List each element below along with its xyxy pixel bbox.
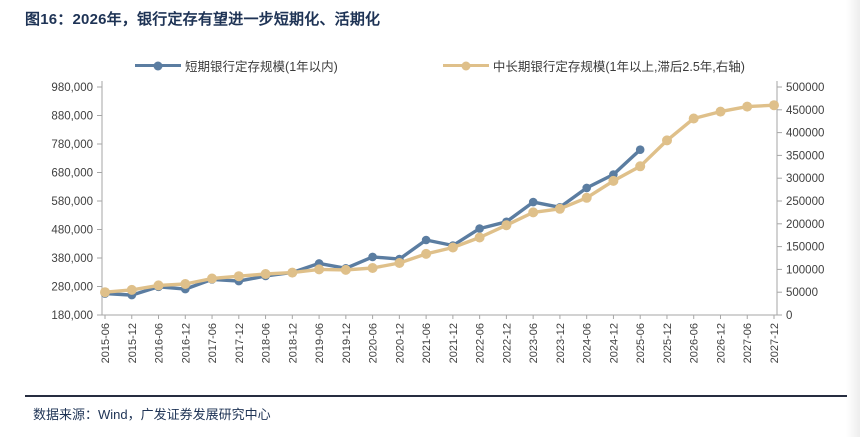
svg-text:2024-12: 2024-12 [608, 323, 620, 363]
svg-text:2019-06: 2019-06 [314, 323, 326, 363]
svg-text:2015-12: 2015-12 [127, 323, 139, 363]
svg-text:380,000: 380,000 [51, 253, 93, 265]
svg-text:480,000: 480,000 [51, 225, 93, 237]
svg-text:2016-06: 2016-06 [154, 323, 166, 363]
svg-text:780,000: 780,000 [51, 139, 93, 151]
svg-text:2023-12: 2023-12 [555, 323, 567, 363]
data-source-note: 数据来源：Wind，广发证券发展研究中心 [33, 407, 271, 422]
svg-text:400000: 400000 [786, 128, 824, 140]
svg-text:2027-06: 2027-06 [742, 323, 754, 363]
svg-text:450000: 450000 [786, 105, 824, 117]
svg-text:2017-06: 2017-06 [207, 323, 219, 363]
svg-text:2015-06: 2015-06 [100, 323, 112, 363]
svg-text:2018-06: 2018-06 [261, 323, 273, 363]
svg-text:580,000: 580,000 [51, 196, 93, 208]
svg-text:2020-12: 2020-12 [394, 323, 406, 363]
chart-legend: 短期银行定存规模(1年以内) 中长期银行定存规模(1年以上,滞后2.5年,右轴) [110, 56, 770, 75]
svg-text:2022-06: 2022-06 [475, 323, 487, 363]
legend-item-short-term: 短期银行定存规模(1年以内) [135, 56, 338, 75]
svg-text:500000: 500000 [786, 82, 824, 94]
svg-text:2027-12: 2027-12 [769, 323, 781, 363]
svg-text:2021-06: 2021-06 [421, 323, 433, 363]
legend-item-long-term: 中长期银行定存规模(1年以上,滞后2.5年,右轴) [442, 56, 745, 75]
svg-text:2025-06: 2025-06 [635, 323, 647, 363]
long-term-line-marker-icon [442, 64, 489, 67]
svg-text:2025-12: 2025-12 [662, 323, 674, 363]
legend-label-long-term: 中长期银行定存规模(1年以上,滞后2.5年,右轴) [492, 60, 745, 74]
svg-text:250000: 250000 [786, 196, 824, 208]
svg-text:2021-12: 2021-12 [448, 323, 460, 363]
svg-text:50000: 50000 [786, 287, 818, 299]
svg-text:680,000: 680,000 [51, 168, 93, 180]
svg-text:2018-12: 2018-12 [287, 323, 299, 363]
svg-text:180,000: 180,000 [51, 310, 93, 322]
svg-text:280,000: 280,000 [51, 282, 93, 294]
svg-text:200000: 200000 [786, 219, 824, 231]
svg-text:0: 0 [786, 310, 792, 322]
svg-text:350000: 350000 [786, 150, 824, 162]
svg-text:2020-06: 2020-06 [368, 323, 380, 363]
svg-text:100000: 100000 [786, 264, 824, 276]
svg-text:150000: 150000 [786, 242, 824, 254]
chart-title: 图16：2026年，银行定存有望进一步短期化、活期化 [25, 11, 381, 28]
svg-text:300000: 300000 [786, 173, 824, 185]
svg-text:2016-12: 2016-12 [180, 323, 192, 363]
svg-text:2019-12: 2019-12 [341, 323, 353, 363]
svg-text:2022-12: 2022-12 [501, 323, 513, 363]
svg-text:2026-12: 2026-12 [715, 323, 727, 363]
svg-text:980,000: 980,000 [51, 82, 93, 94]
svg-text:2023-06: 2023-06 [528, 323, 540, 363]
svg-text:2026-06: 2026-06 [689, 323, 701, 363]
svg-text:2017-12: 2017-12 [234, 323, 246, 363]
footer-divider [25, 395, 847, 397]
svg-text:2024-06: 2024-06 [582, 323, 594, 363]
short-term-line-marker-icon [135, 64, 182, 67]
legend-label-short-term: 短期银行定存规模(1年以内) [185, 60, 338, 74]
svg-text:880,000: 880,000 [51, 111, 93, 123]
